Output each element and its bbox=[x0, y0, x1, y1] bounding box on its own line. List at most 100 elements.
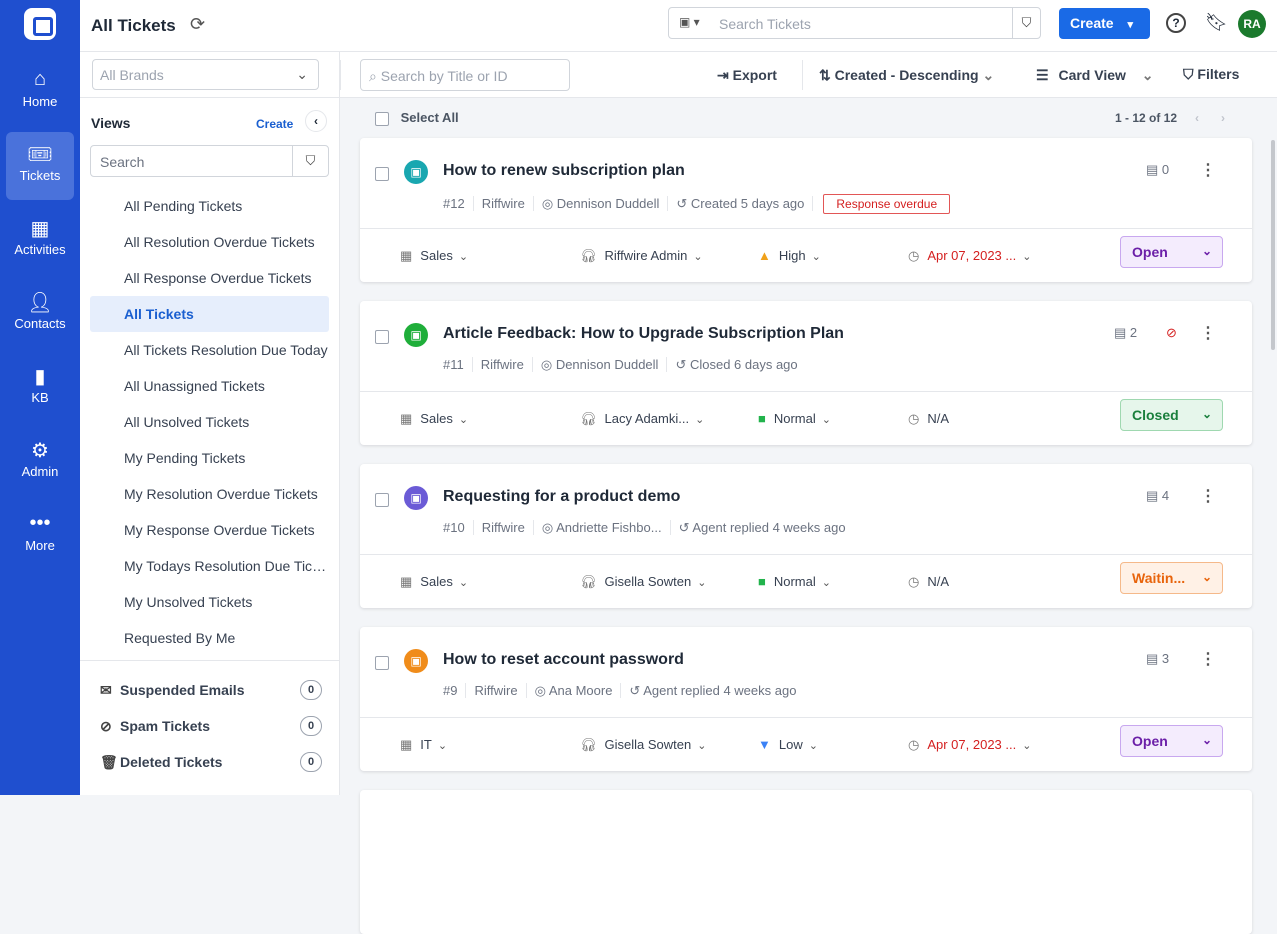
prev-page-icon[interactable]: ‹ bbox=[1195, 111, 1200, 125]
comments-count[interactable]: ▤ 0 bbox=[1146, 162, 1170, 177]
filters-button[interactable]: ⛉ Filters bbox=[1183, 66, 1240, 82]
view-item[interactable]: All Tickets Resolution Due Today bbox=[124, 342, 328, 358]
select-all-checkbox[interactable]: Select All bbox=[375, 110, 459, 126]
nav-item-more[interactable]: ••• More bbox=[6, 502, 74, 570]
more-icon: ••• bbox=[29, 512, 51, 534]
ticket-card[interactable]: ▣ Article Feedback: How to Upgrade Subsc… bbox=[360, 301, 1252, 445]
ticket-title[interactable]: How to renew subscription plan bbox=[443, 162, 685, 179]
avatar[interactable]: RA bbox=[1238, 10, 1266, 38]
ticket-card[interactable]: ▣ How to reset account password #9 Riffwi… bbox=[360, 627, 1252, 771]
views-search-input[interactable]: Search ⛉ bbox=[90, 145, 329, 177]
envelope-icon: ✉ bbox=[100, 682, 112, 698]
more-options-icon[interactable]: ⋮ bbox=[1200, 488, 1216, 505]
comments-count[interactable]: ▤ 4 bbox=[1146, 488, 1170, 503]
agent-dropdown[interactable]: 🎧︎ Gisella Sowten ⌄ bbox=[580, 737, 707, 752]
priority-dropdown[interactable]: ■ Normal ⌄ bbox=[758, 411, 831, 426]
view-mode-dropdown[interactable]: ☰ Card View ⌄ bbox=[1036, 67, 1154, 83]
title-id-search-input[interactable]: ⌕ Search by Title or ID bbox=[360, 59, 570, 91]
category-dropdown[interactable]: ▦ IT ⌄ bbox=[400, 737, 448, 752]
count-badge: 0 bbox=[300, 680, 322, 700]
agent-dropdown[interactable]: 🎧︎ Gisella Sowten ⌄ bbox=[580, 574, 707, 589]
help-icon[interactable]: ? bbox=[1166, 13, 1186, 33]
create-view-link[interactable]: Create bbox=[256, 117, 294, 131]
status-dropdown[interactable]: Closed ⌄ bbox=[1120, 399, 1223, 431]
view-item[interactable]: All Unsolved Tickets bbox=[124, 414, 250, 430]
due-date-dropdown[interactable]: ◷ N/A bbox=[908, 574, 950, 589]
more-options-icon[interactable]: ⋮ bbox=[1200, 651, 1216, 668]
view-item[interactable]: All Response Overdue Tickets bbox=[124, 270, 312, 286]
nav-item-contacts[interactable]: 👤︎ Contacts bbox=[6, 280, 74, 348]
status-dropdown[interactable]: Open ⌄ bbox=[1120, 725, 1223, 757]
nav-item-admin[interactable]: ⚙ Admin bbox=[6, 428, 74, 496]
view-item[interactable]: My Unsolved Tickets bbox=[124, 594, 253, 610]
toolbar: ⌕ Search by Title or ID ⇥ Export ⇅ Creat… bbox=[340, 52, 1277, 98]
next-page-icon[interactable]: › bbox=[1221, 111, 1226, 125]
priority-dropdown[interactable]: ■ Normal ⌄ bbox=[758, 574, 831, 589]
view-item[interactable]: My Todays Resolution Due Tickets bbox=[124, 558, 329, 574]
more-options-icon[interactable]: ⋮ bbox=[1200, 162, 1216, 179]
ticket-checkbox[interactable] bbox=[375, 493, 389, 507]
nav-item-activities[interactable]: ▦ Activities bbox=[6, 206, 74, 274]
ticket-card[interactable] bbox=[360, 790, 1252, 934]
refresh-icon[interactable]: ⟳ bbox=[190, 14, 206, 34]
view-item[interactable]: All Unassigned Tickets bbox=[124, 378, 265, 394]
priority-dropdown[interactable]: ▲ High ⌄ bbox=[758, 248, 821, 263]
nav-item-kb[interactable]: ▮ KB bbox=[6, 354, 74, 422]
view-item[interactable]: My Pending Tickets bbox=[124, 450, 246, 466]
category-dropdown[interactable]: ▦ Sales ⌄ bbox=[400, 574, 469, 589]
ticket-checkbox[interactable] bbox=[375, 656, 389, 670]
priority-dropdown[interactable]: ▼ Low ⌄ bbox=[758, 737, 818, 752]
filter-icon[interactable]: ⛉ bbox=[292, 146, 328, 176]
system-folder-1[interactable]: ⊘ Spam Tickets 0 bbox=[100, 708, 322, 744]
grid-icon: ▦ bbox=[400, 248, 413, 263]
ticket-checkbox[interactable] bbox=[375, 167, 389, 181]
agent-dropdown[interactable]: 🎧︎ Lacy Adamki... ⌄ bbox=[580, 411, 705, 426]
count-badge: 0 bbox=[300, 716, 322, 736]
view-item[interactable]: My Resolution Overdue Tickets bbox=[124, 486, 318, 502]
ticket-search-input[interactable]: ▣ ▾ Search Tickets ⛉ bbox=[668, 7, 1041, 39]
nav-item-home[interactable]: ⌂ Home bbox=[6, 58, 74, 126]
clock-icon: ◷ bbox=[908, 737, 920, 752]
view-item[interactable]: All Resolution Overdue Tickets bbox=[124, 234, 315, 250]
more-options-icon[interactable]: ⋮ bbox=[1200, 325, 1216, 342]
ticket-meta: #11 Riffwire ◎ Dennison Duddell ↺ Closed 6 … bbox=[443, 357, 798, 372]
comments-count[interactable]: ▤ 3 bbox=[1146, 651, 1170, 666]
scrollbar[interactable] bbox=[1271, 140, 1275, 350]
ticket-title[interactable]: How to reset account password bbox=[443, 651, 684, 668]
status-dropdown[interactable]: Open ⌄ bbox=[1120, 236, 1223, 268]
hidden-eye-icon[interactable]: ⊘ bbox=[1166, 325, 1177, 340]
export-button[interactable]: ⇥ Export bbox=[717, 67, 777, 83]
view-item[interactable]: All Pending Tickets bbox=[124, 198, 243, 214]
brands-select[interactable]: All Brands ⌄ bbox=[92, 59, 319, 90]
ticket-card[interactable]: ▣ Requesting for a product demo #10 Riffw… bbox=[360, 464, 1252, 608]
app-logo[interactable] bbox=[24, 8, 56, 40]
ticket-type-icon[interactable]: ▣ ▾ bbox=[679, 15, 700, 29]
bookmark-icon[interactable]: 🔖︎ bbox=[1205, 12, 1228, 32]
ticket-title[interactable]: Requesting for a product demo bbox=[443, 488, 681, 505]
due-date-dropdown[interactable]: ◷ N/A bbox=[908, 411, 950, 426]
create-button[interactable]: Create ▾ bbox=[1059, 8, 1150, 39]
due-date-dropdown[interactable]: ◷ Apr 07, 2023 ... ⌄ bbox=[908, 737, 1032, 752]
ban-icon: ⊘ bbox=[100, 718, 112, 734]
ticket-meta: #9 Riffwire ◎ Ana Moore ↺ Agent replied 4 w… bbox=[443, 683, 797, 698]
status-dropdown[interactable]: Waitin... ⌄ bbox=[1120, 562, 1223, 594]
view-item[interactable]: Requested By Me bbox=[124, 630, 236, 646]
view-item[interactable]: My Response Overdue Tickets bbox=[124, 522, 315, 538]
comments-count[interactable]: ▤ 2 bbox=[1114, 325, 1138, 340]
category-dropdown[interactable]: ▦ Sales ⌄ bbox=[400, 411, 469, 426]
agent-dropdown[interactable]: 🎧︎ Riffwire Admin ⌄ bbox=[580, 248, 703, 263]
category-dropdown[interactable]: ▦ Sales ⌄ bbox=[400, 248, 469, 263]
nav-item-tickets[interactable]: 🎟︎ Tickets bbox=[6, 132, 74, 200]
collapse-sidebar-icon[interactable]: ‹ bbox=[305, 110, 327, 132]
filter-icon[interactable]: ⛉ bbox=[1012, 8, 1040, 38]
sort-dropdown[interactable]: ⇅ Created - Descending ⌄ bbox=[819, 67, 995, 83]
ticket-card[interactable]: ▣ How to renew subscription plan #12 Riff… bbox=[360, 138, 1252, 282]
system-folder-2[interactable]: 🗑︎ Deleted Tickets 0 bbox=[100, 744, 322, 780]
system-folder-0[interactable]: ✉ Suspended Emails 0 bbox=[100, 672, 322, 708]
ticket-title[interactable]: Article Feedback: How to Upgrade Subscri… bbox=[443, 325, 844, 342]
view-item[interactable]: All Tickets bbox=[90, 296, 329, 332]
ticket-checkbox[interactable] bbox=[375, 330, 389, 344]
due-date-dropdown[interactable]: ◷ Apr 07, 2023 ... ⌄ bbox=[908, 248, 1032, 263]
headset-icon: 🎧︎ bbox=[580, 411, 597, 426]
headset-icon: 🎧︎ bbox=[580, 737, 597, 752]
